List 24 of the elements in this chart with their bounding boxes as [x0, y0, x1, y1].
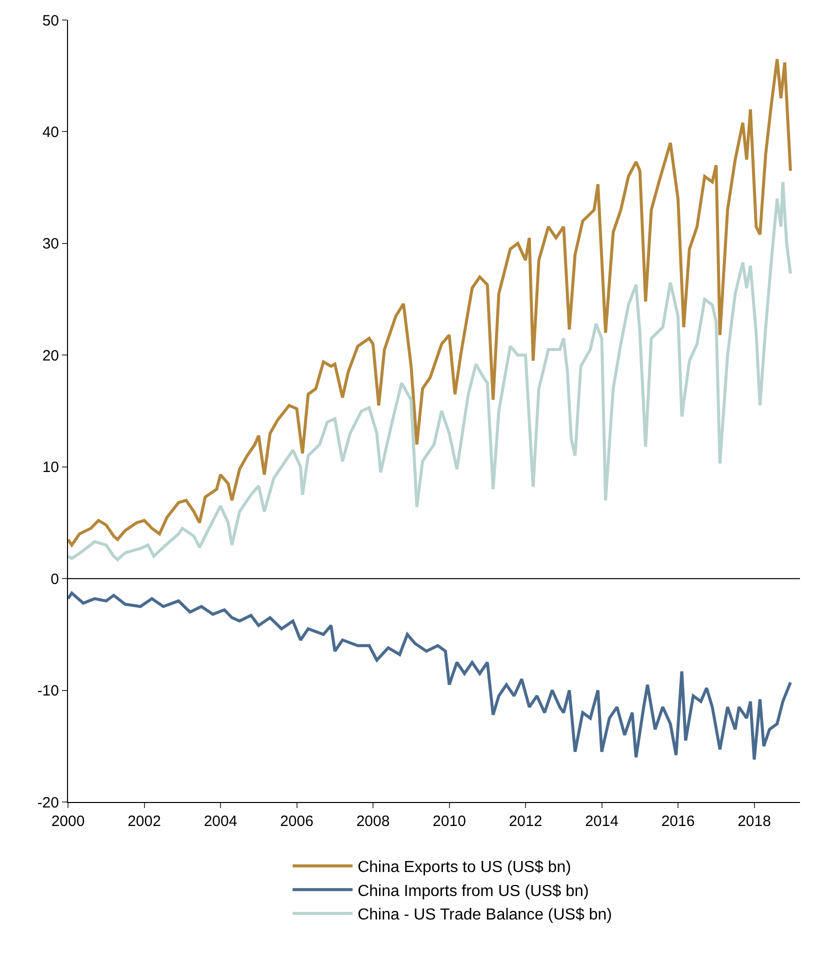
- x-tick-label: 2014: [585, 813, 618, 830]
- x-tick-label: 2018: [738, 813, 771, 830]
- x-tick-label: 2004: [204, 813, 238, 830]
- x-tick-label: 2006: [280, 813, 314, 830]
- x-tick-label: 2008: [356, 813, 390, 830]
- legend-label: China Imports from US (US$ bn): [358, 882, 589, 900]
- legend-label: China Exports to US (US$ bn): [358, 859, 572, 876]
- line-series: [68, 592, 792, 762]
- y-tick-label: 0: [50, 570, 59, 588]
- y-tick-label: -10: [37, 682, 59, 700]
- y-tick-label: 50: [42, 12, 59, 30]
- x-tick-label: 2016: [661, 813, 695, 830]
- x-tick-label: 2000: [51, 813, 85, 830]
- y-tick-label: 30: [42, 236, 59, 253]
- y-tick-label: 20: [42, 347, 59, 364]
- x-tick-label: 2002: [128, 813, 161, 830]
- x-tick-label: 2010: [432, 813, 466, 830]
- x-tick-label: 2012: [508, 813, 542, 830]
- legend-label: China - US Trade Balance (US$ bn): [358, 906, 612, 924]
- y-tick-label: -20: [37, 794, 59, 812]
- line-series: [68, 180, 792, 562]
- line-series: [68, 58, 792, 547]
- y-tick-label: 40: [42, 124, 59, 141]
- y-tick-label: 10: [42, 459, 59, 476]
